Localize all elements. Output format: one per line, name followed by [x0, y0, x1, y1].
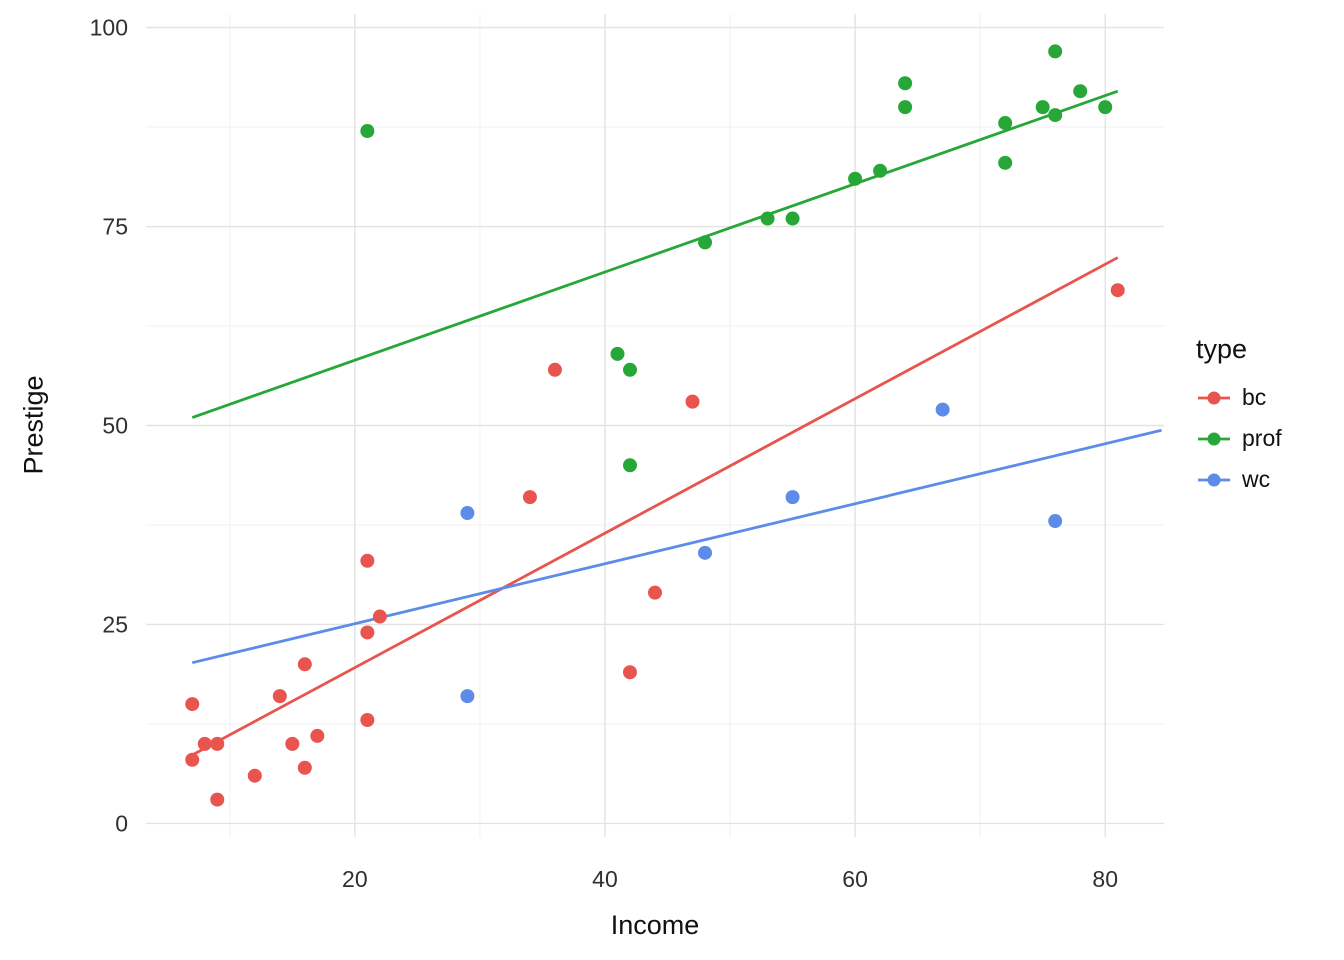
legend-entry-prof: prof [1196, 418, 1282, 459]
data-point-bc [360, 553, 375, 568]
data-point-bc [1110, 283, 1125, 298]
y-axis-title: Prestige [18, 375, 49, 475]
y-tick-label: 50 [102, 413, 128, 439]
data-point-bc [247, 768, 262, 783]
data-point-bc [648, 585, 662, 600]
data-point-bc [547, 362, 562, 377]
data-point-prof [1048, 108, 1063, 123]
data-point-wc [1048, 514, 1063, 529]
data-point-prof [873, 163, 888, 178]
data-point-prof [848, 171, 863, 186]
data-point-prof [1073, 84, 1088, 99]
data-point-prof [1098, 100, 1113, 115]
data-point-prof [760, 211, 775, 226]
data-point-bc [210, 736, 225, 751]
data-point-wc [935, 402, 950, 417]
data-point-prof [622, 458, 637, 473]
legend-entry-bc: bc [1196, 377, 1282, 418]
data-point-prof [360, 124, 375, 139]
data-point-prof [698, 235, 713, 250]
data-point-wc [460, 689, 475, 704]
legend: type bc prof wc [1196, 334, 1282, 500]
data-point-prof [1048, 44, 1063, 59]
legend-key-prof-icon [1198, 432, 1230, 445]
data-point-prof [998, 155, 1013, 170]
data-point-bc [685, 394, 700, 409]
data-point-prof [898, 76, 913, 91]
data-point-bc [372, 609, 387, 624]
data-point-wc [698, 545, 713, 560]
data-point-prof [622, 362, 637, 377]
x-axis-title: Income [610, 910, 700, 940]
data-point-bc [360, 712, 375, 727]
y-tick-label: 25 [102, 611, 128, 637]
data-point-prof [785, 211, 800, 226]
data-point-bc [360, 625, 375, 640]
data-point-prof [898, 100, 913, 115]
data-points [185, 44, 1125, 807]
legend-label-bc: bc [1242, 384, 1267, 410]
data-point-bc [185, 697, 200, 712]
data-point-bc [622, 665, 637, 680]
data-point-bc [297, 760, 312, 775]
data-point-prof [998, 116, 1013, 131]
data-point-bc [522, 490, 537, 505]
data-point-bc [297, 657, 312, 672]
x-tick-label: 80 [1092, 866, 1118, 892]
legend-label-prof: prof [1242, 425, 1282, 451]
legend-entry-wc: wc [1196, 459, 1282, 500]
data-point-prof [1035, 100, 1050, 115]
trend-line-prof [191, 89, 1119, 419]
x-tick-label: 40 [592, 866, 618, 892]
legend-key-wc-icon [1198, 473, 1230, 486]
y-tick-label: 0 [115, 810, 128, 836]
data-point-wc [460, 506, 475, 521]
data-point-prof [610, 346, 625, 361]
data-point-bc [310, 728, 325, 743]
y-tick-label: 100 [90, 15, 128, 41]
data-point-bc [285, 736, 300, 751]
data-point-bc [210, 792, 225, 807]
legend-key-bc-icon [1198, 391, 1230, 404]
major-gridlines [146, 14, 1164, 837]
data-point-bc [185, 752, 200, 767]
data-point-wc [785, 490, 800, 505]
data-point-bc [197, 736, 212, 751]
axis-tick-labels: 0 25 50 75 100 20 40 60 80 [90, 15, 1118, 892]
x-tick-label: 60 [842, 866, 868, 892]
y-tick-label: 75 [102, 214, 128, 240]
legend-label-wc: wc [1242, 466, 1271, 492]
trend-line-bc [191, 256, 1119, 757]
regression-lines [191, 89, 1162, 757]
legend-title: type [1196, 334, 1248, 364]
trend-line-wc [191, 428, 1162, 665]
minor-gridlines [146, 14, 1164, 837]
x-tick-label: 20 [342, 866, 368, 892]
data-point-bc [272, 689, 287, 704]
